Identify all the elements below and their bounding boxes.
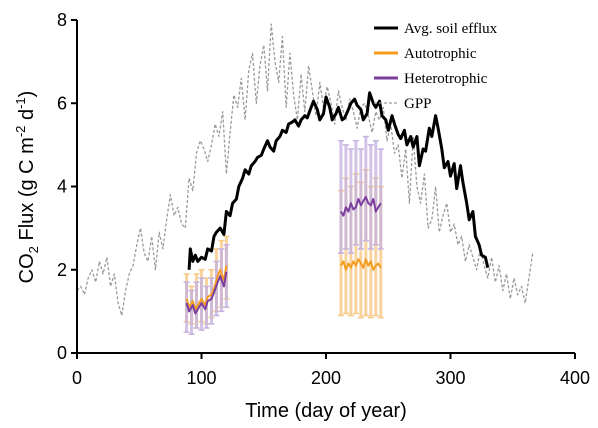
legend-item-gpp: GPP — [374, 96, 432, 112]
y-tick-label: 4 — [57, 177, 67, 197]
legend-label: Autotrophic — [404, 46, 477, 62]
legend-item-heterotrophic: Heterotrophic — [374, 71, 488, 87]
y-tick-label: 8 — [57, 10, 67, 30]
legend-item-autotrophic: Autotrophic — [374, 46, 477, 62]
x-axis-title: Time (day of year) — [245, 400, 407, 422]
series-line-gpp — [76, 23, 534, 317]
x-tick-label: 100 — [186, 368, 216, 388]
legend-label: GPP — [404, 96, 432, 112]
series-heterotrophic — [185, 195, 382, 315]
axes-layer — [76, 20, 575, 354]
series-line-autotrophic — [185, 265, 228, 311]
series-avg-soil-efflux — [187, 91, 490, 270]
x-tick-label: 400 — [560, 368, 590, 388]
ticks-layer: 0 100 200 300 400 0 2 4 6 8 — [57, 10, 590, 388]
y-tick-label: 2 — [57, 260, 67, 280]
series-autotrophic — [185, 258, 382, 311]
x-tick-label: 0 — [72, 368, 82, 388]
x-tick-label: 300 — [435, 368, 465, 388]
series-layer — [76, 23, 534, 317]
series-line-autotrophic — [340, 258, 382, 271]
legend-item-avg-soil-efflux: Avg. soil efflux — [374, 21, 498, 37]
series-gpp — [76, 23, 534, 317]
y-tick-label: 6 — [57, 93, 67, 113]
legend-label: Avg. soil efflux — [404, 21, 498, 37]
y-axis-title: CO2 Flux (g C m-2 d-1) — [13, 91, 41, 284]
legend-label: Heterotrophic — [404, 71, 488, 87]
series-line-avg-soil-efflux — [187, 91, 490, 270]
error-band-autotrophic — [183, 169, 384, 329]
series-line-heterotrophic — [185, 271, 228, 315]
y-tick-label: 0 — [57, 343, 67, 363]
x-tick-label: 200 — [311, 368, 341, 388]
legend: Avg. soil efflux Autotrophic Heterotrophic… — [374, 21, 498, 112]
series-line-heterotrophic — [340, 195, 382, 217]
